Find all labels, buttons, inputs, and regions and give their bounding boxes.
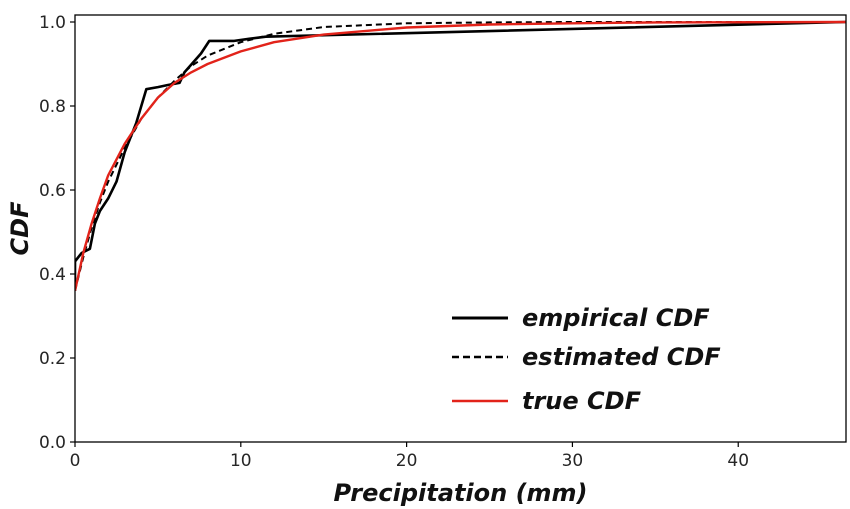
y-tick-label: 0.6: [39, 181, 66, 201]
y-tick-label: 0.8: [39, 97, 66, 117]
y-tick-label: 0.4: [39, 265, 66, 285]
legend-label: empirical CDF: [522, 304, 710, 332]
x-tick-label: 0: [70, 451, 81, 471]
y-tick-label: 0.0: [39, 433, 66, 453]
y-axis-label: CDF: [6, 201, 34, 256]
legend-label: true CDF: [522, 387, 642, 415]
legend: empirical CDF estimated CDF true CDF: [452, 304, 721, 415]
legend-label: estimated CDF: [522, 343, 721, 371]
y-tick-label: 0.2: [39, 349, 66, 369]
y-axis-ticks: 0.0 0.2 0.4 0.6 0.8 1.0: [39, 13, 75, 453]
x-tick-label: 30: [562, 451, 584, 471]
series-estimated-cdf: [75, 21, 846, 292]
x-axis-label: Precipitation (mm): [333, 479, 587, 507]
x-tick-label: 20: [396, 451, 418, 471]
x-tick-label: 10: [230, 451, 252, 471]
plot-frame: [74, 14, 847, 443]
series-empirical-cdf: [75, 20, 846, 291]
x-tick-label: 40: [727, 451, 749, 471]
x-axis-ticks: 0 10 20 30 40: [70, 442, 749, 471]
y-tick-label: 1.0: [39, 13, 66, 33]
series-true-cdf: [75, 20, 846, 292]
series-layer: [75, 20, 846, 292]
